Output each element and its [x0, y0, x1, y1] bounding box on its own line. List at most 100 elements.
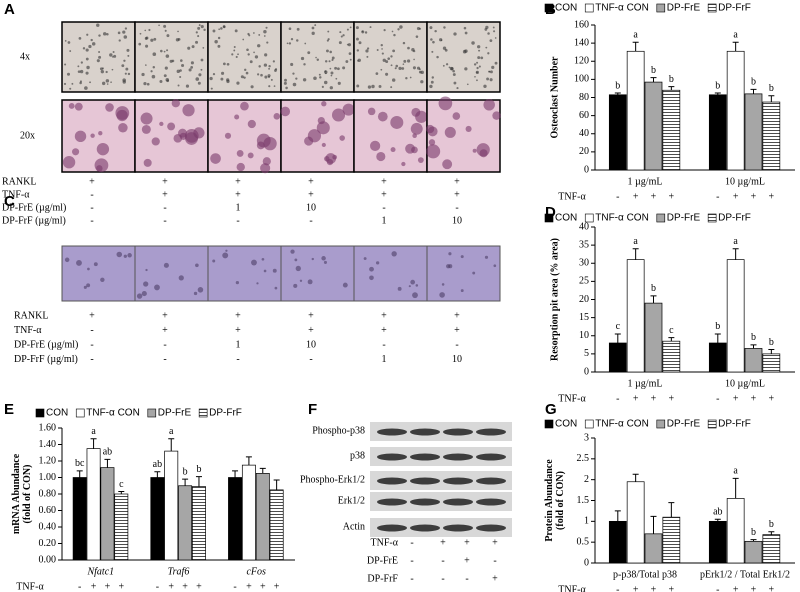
cell: [236, 162, 245, 172]
cell: [387, 57, 391, 60]
legend-label: CON: [555, 213, 577, 224]
treatment-sign: -: [716, 191, 719, 202]
table-cell: 10: [306, 202, 316, 213]
cell: [96, 142, 110, 156]
bar: [762, 353, 781, 373]
cell: [300, 56, 305, 61]
bar: [86, 448, 101, 561]
cell: [337, 81, 341, 85]
y-tick-label: 40: [579, 221, 589, 232]
pit: [441, 283, 445, 286]
legend-label: DP-FrF: [718, 419, 751, 430]
y-tick-label: 1: [584, 516, 589, 527]
cell: [488, 70, 491, 73]
bar: [708, 520, 727, 564]
cell: [383, 28, 386, 32]
error-bar: [182, 478, 189, 486]
table-row-label: DP-FrE: [367, 555, 398, 566]
cell: [364, 31, 368, 34]
table-cell: +: [308, 189, 314, 200]
cell: [123, 59, 126, 62]
cell: [200, 25, 204, 29]
band: [443, 498, 473, 506]
table-cell: -: [90, 202, 93, 213]
error-bar: [750, 539, 757, 542]
pit: [93, 262, 98, 267]
bar: [241, 464, 256, 561]
cell: [339, 135, 345, 141]
cell: [406, 59, 411, 63]
cell: [283, 81, 287, 85]
cell: [410, 122, 423, 135]
pit: [263, 269, 267, 273]
bar: [72, 477, 87, 561]
cell: [476, 79, 478, 82]
significance-letter: b: [669, 74, 674, 85]
bar: [608, 94, 627, 171]
bar: [100, 467, 115, 561]
cell: [214, 40, 218, 44]
legend-swatch: [544, 419, 554, 429]
micrograph: [426, 245, 501, 302]
bar: [608, 520, 627, 564]
legend-label: DP-FrE: [667, 213, 701, 224]
y-tick-label: 15: [579, 312, 589, 323]
bar: [626, 259, 645, 373]
legend-label: DP-FrE: [667, 419, 701, 430]
cell: [392, 49, 396, 53]
cell: [487, 52, 490, 55]
cell: [103, 32, 107, 36]
cell: [212, 29, 216, 33]
cell: [325, 72, 327, 75]
legend-label: CON: [555, 3, 577, 14]
cell: [127, 72, 131, 76]
pit: [295, 265, 301, 272]
cell: [86, 65, 90, 70]
cell: [390, 55, 393, 58]
pit: [127, 253, 132, 258]
cell: [167, 122, 176, 131]
x-tick-label: 10 µg/mL: [725, 378, 765, 389]
table-cell: -: [309, 215, 312, 226]
cell: [390, 115, 404, 129]
band: [377, 477, 407, 485]
table-cell: +: [454, 310, 460, 321]
cell: [217, 44, 221, 48]
y-tick-label: 20: [579, 146, 589, 157]
cell: [247, 119, 256, 129]
cell: [489, 78, 493, 82]
cell: [326, 39, 329, 42]
pit: [225, 249, 228, 252]
cell: [138, 42, 142, 46]
legend-swatch: [584, 3, 594, 13]
legend-swatch: [584, 213, 594, 223]
table-cell: +: [440, 537, 446, 548]
cell: [84, 86, 88, 90]
pit: [222, 252, 229, 259]
panel-label: F: [308, 401, 317, 418]
cell: [465, 125, 472, 132]
y-tick-label: 0: [584, 366, 589, 377]
error-bar: [90, 438, 97, 449]
cell: [418, 68, 421, 71]
significance-letter: a: [91, 426, 96, 437]
cell: [74, 102, 83, 111]
cell: [391, 30, 394, 33]
cell: [164, 29, 167, 32]
treatment-sign: -: [716, 584, 719, 592]
cell: [489, 39, 493, 43]
cell: [100, 69, 105, 74]
cell: [273, 85, 276, 87]
cell: [173, 134, 183, 143]
cell: [411, 48, 415, 52]
cell: [381, 48, 383, 50]
cell: [342, 66, 346, 70]
cell: [249, 60, 253, 64]
cell: [483, 84, 487, 88]
cell: [79, 69, 84, 74]
blot: [370, 471, 512, 490]
y-tick-label: 30: [579, 258, 589, 269]
cell: [367, 107, 376, 116]
error-bar: [732, 248, 739, 260]
pit: [484, 255, 489, 259]
